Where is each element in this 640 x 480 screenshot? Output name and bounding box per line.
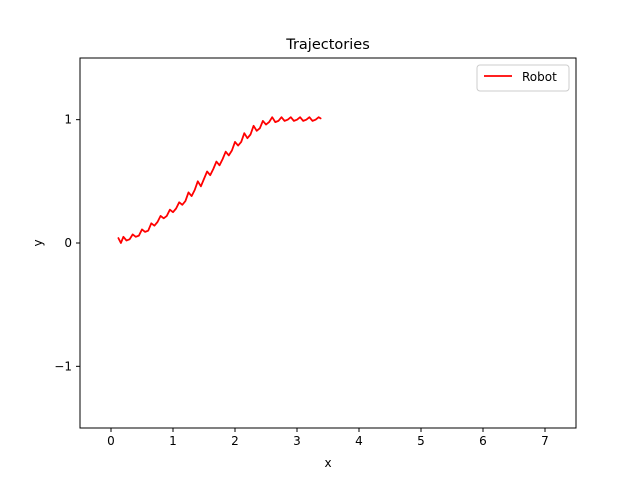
axis-ticks: 0 1 2 3 4 5 6 7 −1 0 1 bbox=[54, 113, 549, 448]
x-tick-label: 3 bbox=[293, 434, 301, 448]
x-axis-label: x bbox=[324, 456, 331, 470]
chart-title: Trajectories bbox=[285, 37, 370, 53]
x-tick-label: 7 bbox=[541, 434, 549, 448]
legend: Robot bbox=[476, 64, 570, 92]
legend-box bbox=[476, 64, 570, 92]
x-tick-label: 6 bbox=[479, 434, 487, 448]
x-tick-label: 2 bbox=[231, 434, 239, 448]
y-axis-label: y bbox=[31, 239, 45, 246]
legend-label-robot: Robot bbox=[522, 70, 557, 84]
y-tick-label: 0 bbox=[64, 236, 72, 250]
y-tick-label: −1 bbox=[54, 359, 72, 373]
x-tick-label: 4 bbox=[355, 434, 363, 448]
y-tick-label: 1 bbox=[64, 113, 72, 127]
x-tick-label: 1 bbox=[169, 434, 177, 448]
series-line-robot bbox=[117, 116, 322, 244]
x-tick-label: 5 bbox=[417, 434, 425, 448]
x-tick-label: 0 bbox=[107, 434, 115, 448]
plot-area bbox=[117, 116, 322, 244]
